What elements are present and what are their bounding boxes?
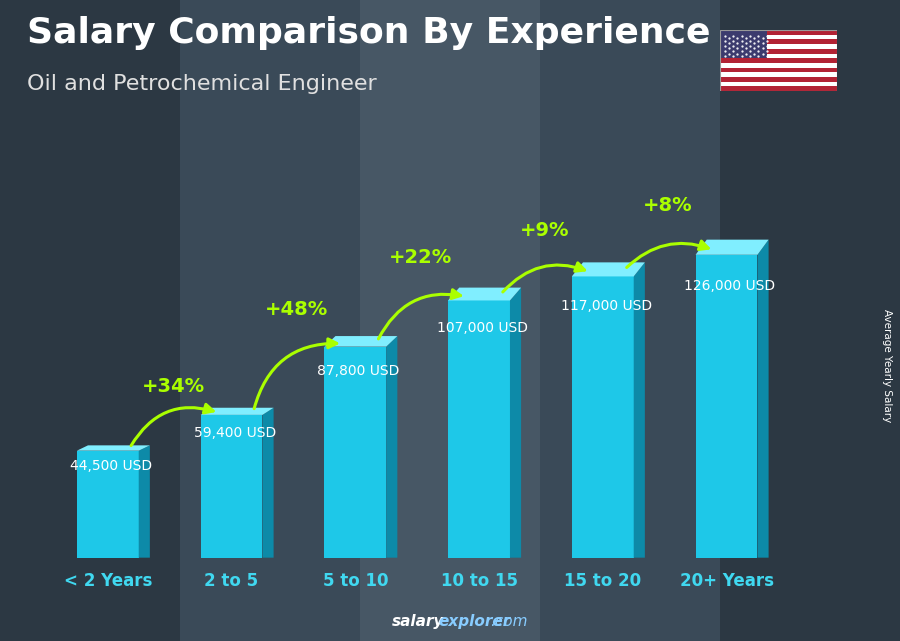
Polygon shape — [696, 254, 758, 558]
Polygon shape — [758, 240, 769, 558]
Bar — [720, 0, 900, 641]
Text: +8%: +8% — [644, 196, 693, 215]
Polygon shape — [201, 408, 274, 415]
Bar — [720, 40, 837, 44]
Text: Salary Comparison By Experience: Salary Comparison By Experience — [27, 16, 710, 50]
Polygon shape — [76, 451, 139, 558]
Bar — [0, 0, 180, 641]
Bar — [720, 49, 837, 54]
Bar — [540, 0, 720, 641]
Bar — [360, 0, 540, 641]
Polygon shape — [510, 288, 521, 558]
Bar — [720, 81, 837, 87]
Polygon shape — [572, 276, 634, 558]
Text: salary: salary — [392, 615, 444, 629]
Polygon shape — [76, 445, 149, 451]
Bar — [720, 63, 837, 67]
Text: +22%: +22% — [389, 248, 452, 267]
Bar — [720, 44, 837, 49]
Bar — [720, 58, 837, 63]
Polygon shape — [448, 301, 510, 558]
Text: 117,000 USD: 117,000 USD — [561, 299, 652, 313]
Polygon shape — [572, 262, 644, 276]
Text: 107,000 USD: 107,000 USD — [436, 321, 528, 335]
Polygon shape — [634, 262, 644, 558]
Text: 59,400 USD: 59,400 USD — [194, 426, 276, 440]
Text: 126,000 USD: 126,000 USD — [684, 279, 776, 293]
Polygon shape — [324, 347, 386, 558]
Polygon shape — [696, 240, 769, 254]
Bar — [720, 30, 837, 35]
Polygon shape — [324, 336, 397, 347]
Text: .com: .com — [491, 615, 528, 629]
Bar — [720, 77, 837, 81]
Text: +48%: +48% — [266, 300, 328, 319]
Bar — [720, 87, 837, 91]
Polygon shape — [263, 408, 274, 558]
Bar — [720, 67, 837, 72]
Text: Average Yearly Salary: Average Yearly Salary — [881, 309, 892, 422]
Text: 44,500 USD: 44,500 USD — [70, 459, 152, 473]
Bar — [720, 35, 837, 40]
Text: Oil and Petrochemical Engineer: Oil and Petrochemical Engineer — [27, 74, 377, 94]
Text: 87,800 USD: 87,800 USD — [318, 363, 400, 378]
Bar — [720, 72, 837, 77]
Bar — [720, 54, 837, 58]
Bar — [720, 30, 767, 58]
Text: +34%: +34% — [141, 378, 204, 396]
Bar — [180, 0, 360, 641]
Polygon shape — [201, 415, 263, 558]
Polygon shape — [448, 288, 521, 301]
Polygon shape — [139, 445, 149, 558]
Polygon shape — [386, 336, 397, 558]
Text: explorer: explorer — [438, 615, 510, 629]
Text: +9%: +9% — [519, 221, 569, 240]
